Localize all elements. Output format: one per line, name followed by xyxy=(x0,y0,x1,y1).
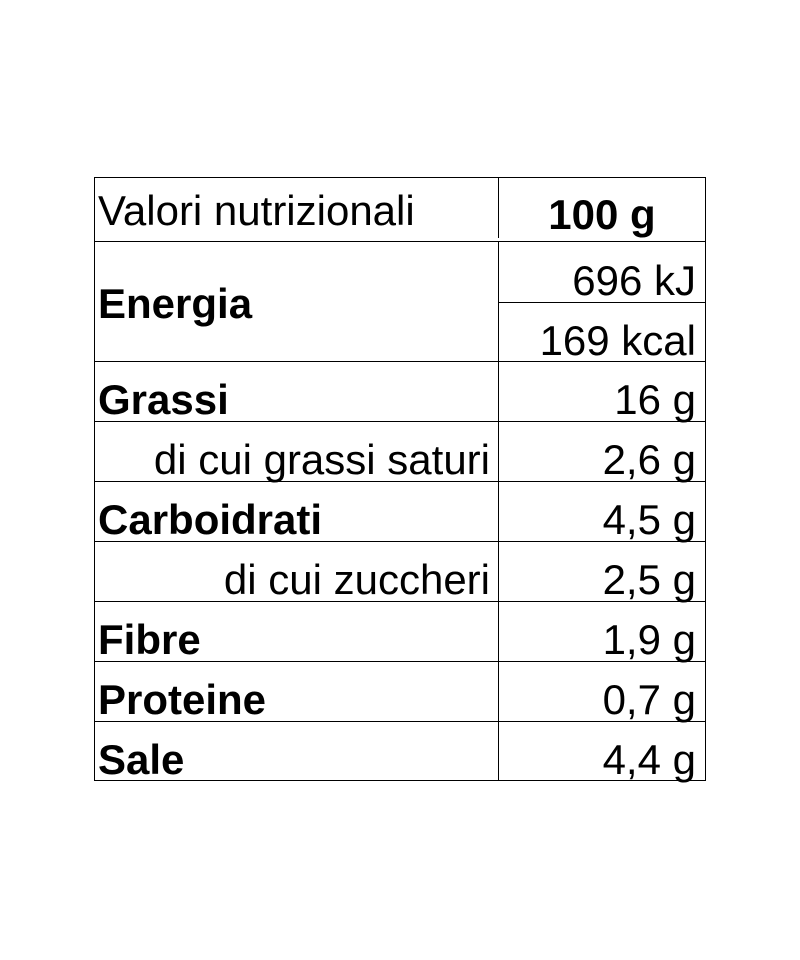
row-value: 2,5 g xyxy=(498,542,705,601)
table-row: Carboidrati 4,5 g xyxy=(95,481,705,541)
table-row: di cui zuccheri 2,5 g xyxy=(95,541,705,601)
energy-kj: 696 kJ xyxy=(572,257,696,304)
energy-values: 696 kJ 169 kcal xyxy=(498,242,705,362)
header-label: Valori nutrizionali xyxy=(98,187,415,234)
energy-kcal: 169 kcal xyxy=(499,302,705,362)
row-value: 0,7 g xyxy=(498,662,705,721)
row-label: Sale xyxy=(98,736,185,783)
nutrition-table: Valori nutrizionali 100 g Energia 696 kJ… xyxy=(94,177,706,781)
row-label: Proteine xyxy=(98,676,267,723)
energy-label: Energia xyxy=(98,279,253,327)
row-value: 16 g xyxy=(498,362,705,421)
header-value: 100 g xyxy=(498,178,705,238)
table-row: Sale 4,4 g xyxy=(95,721,705,781)
table-row: di cui grassi saturi 2,6 g xyxy=(95,421,705,481)
row-value: 4,4 g xyxy=(498,722,705,781)
table-row: Fibre 1,9 g xyxy=(95,601,705,661)
row-label: Grassi xyxy=(98,376,229,423)
row-label: Fibre xyxy=(98,616,201,663)
energy-row: Energia 696 kJ 169 kcal xyxy=(95,241,705,362)
table-row: Proteine 0,7 g xyxy=(95,661,705,721)
row-value: 4,5 g xyxy=(498,482,705,541)
row-label: Carboidrati xyxy=(98,496,323,543)
row-value: 1,9 g xyxy=(498,602,705,661)
row-label: di cui zuccheri xyxy=(223,556,490,603)
table-header-row: Valori nutrizionali 100 g xyxy=(95,178,705,238)
table-row: Grassi 16 g xyxy=(95,361,705,421)
row-label: di cui grassi saturi xyxy=(153,436,490,483)
row-value: 2,6 g xyxy=(498,422,705,481)
